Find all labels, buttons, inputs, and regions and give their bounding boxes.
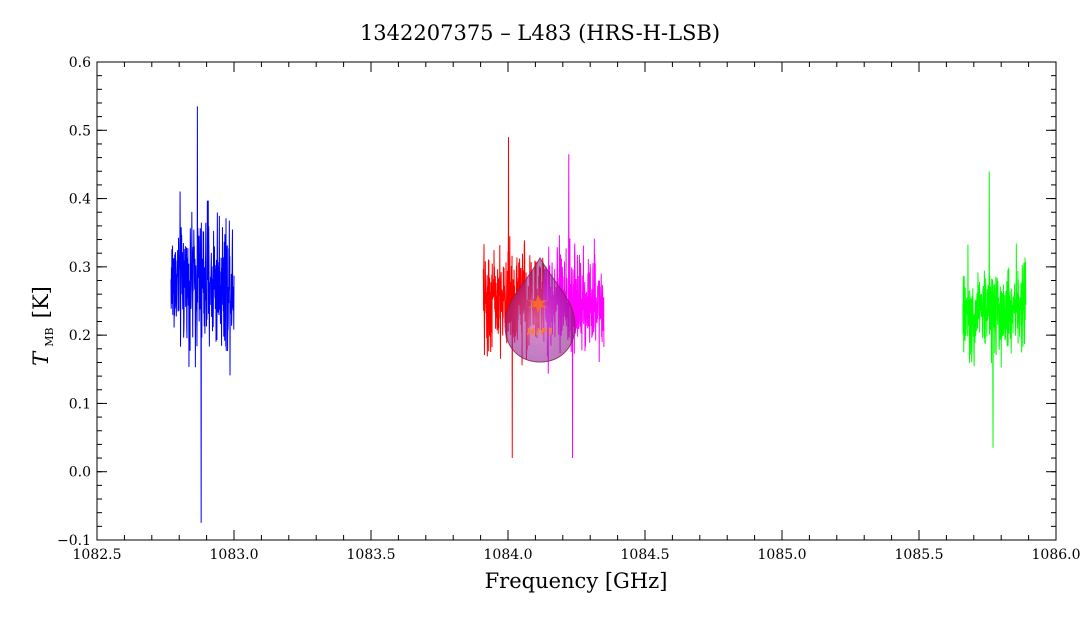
y-tick-label: 0.1 (69, 396, 91, 412)
y-tick-label: 0.2 (69, 328, 91, 344)
series-layer (170, 106, 1027, 523)
x-tick-label: 1083.5 (347, 547, 396, 563)
chart-title: 1342207375 – L483 (HRS-H-LSB) (360, 21, 720, 45)
watermark-text: HIFI (527, 327, 554, 338)
x-tick-label: 1084.0 (484, 547, 533, 563)
x-tick-label: 1083.0 (210, 547, 259, 563)
y-tick-label: 0.5 (69, 123, 91, 139)
y-tick-label: 0.0 (69, 465, 91, 481)
x-tick-label: 1085.0 (758, 547, 807, 563)
y-tick-label: 0.6 (69, 55, 91, 71)
y-tick-label: 0.3 (69, 260, 91, 276)
svg-text:T MB [K]: T MB [K] (29, 286, 57, 366)
x-axis-label: Frequency [GHz] (485, 569, 668, 593)
watermark-logo: HIFI (504, 256, 576, 363)
plot-area: HIFI (96, 61, 1057, 541)
plot-frame (96, 61, 1057, 541)
y-axis-symbol: T (29, 350, 53, 366)
series-line (962, 171, 1027, 448)
series-line (170, 106, 235, 523)
y-axis-label: T MB [K] (29, 286, 57, 366)
y-axis-unit: [K] (29, 286, 53, 318)
x-tick-label: 1086.0 (1032, 547, 1080, 563)
axes: 1082.5 1083.0 1083.5 1084.0 1084.5 1085.0 1085… (57, 55, 1080, 563)
x-tick-label: 1085.5 (895, 547, 944, 563)
x-tick-label: 1082.5 (73, 547, 122, 563)
y-tick-label: −0.1 (57, 533, 91, 549)
y-axis-subscript: MB (43, 327, 56, 346)
drop-icon (504, 256, 576, 363)
x-tick-label: 1084.5 (621, 547, 670, 563)
y-tick-label: 0.4 (69, 192, 91, 208)
